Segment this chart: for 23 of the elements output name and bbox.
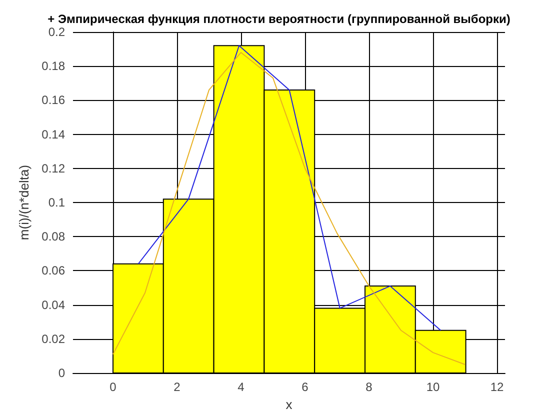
y-axis-title: m(i)/(n*delta) [16, 164, 32, 240]
x-tick-label: 6 [302, 380, 309, 394]
y-tick-label: 0.08 [42, 230, 66, 244]
y-tick-label: 0.14 [42, 127, 66, 142]
x-tick-label: 10 [426, 380, 440, 394]
y-tick-label: 0.06 [42, 264, 66, 278]
line-series [112, 52, 466, 365]
y-tick-label: 0.04 [42, 298, 66, 312]
line-series [138, 45, 442, 331]
y-tick-label: 0.18 [42, 59, 66, 74]
y-tick-label: 0.2 [48, 25, 66, 39]
y-tick-label: 0.16 [42, 93, 66, 108]
x-tick-label: 0 [110, 380, 117, 394]
chart-title: + Эмпирическая функция плотности вероятности (группированной выборки) [48, 12, 510, 26]
y-tick-label: 0.12 [42, 161, 66, 176]
x-tick-label: 2 [174, 380, 181, 394]
y-tick-label: 0.1 [48, 196, 66, 210]
x-tick-label: 4 [238, 380, 245, 394]
x-axis-title: x [286, 396, 293, 412]
x-tick-label: 12 [490, 380, 504, 394]
y-tick-label: 0.02 [42, 332, 66, 346]
y-tick-label: 0 [58, 366, 66, 380]
x-tick-label: 8 [366, 380, 373, 394]
